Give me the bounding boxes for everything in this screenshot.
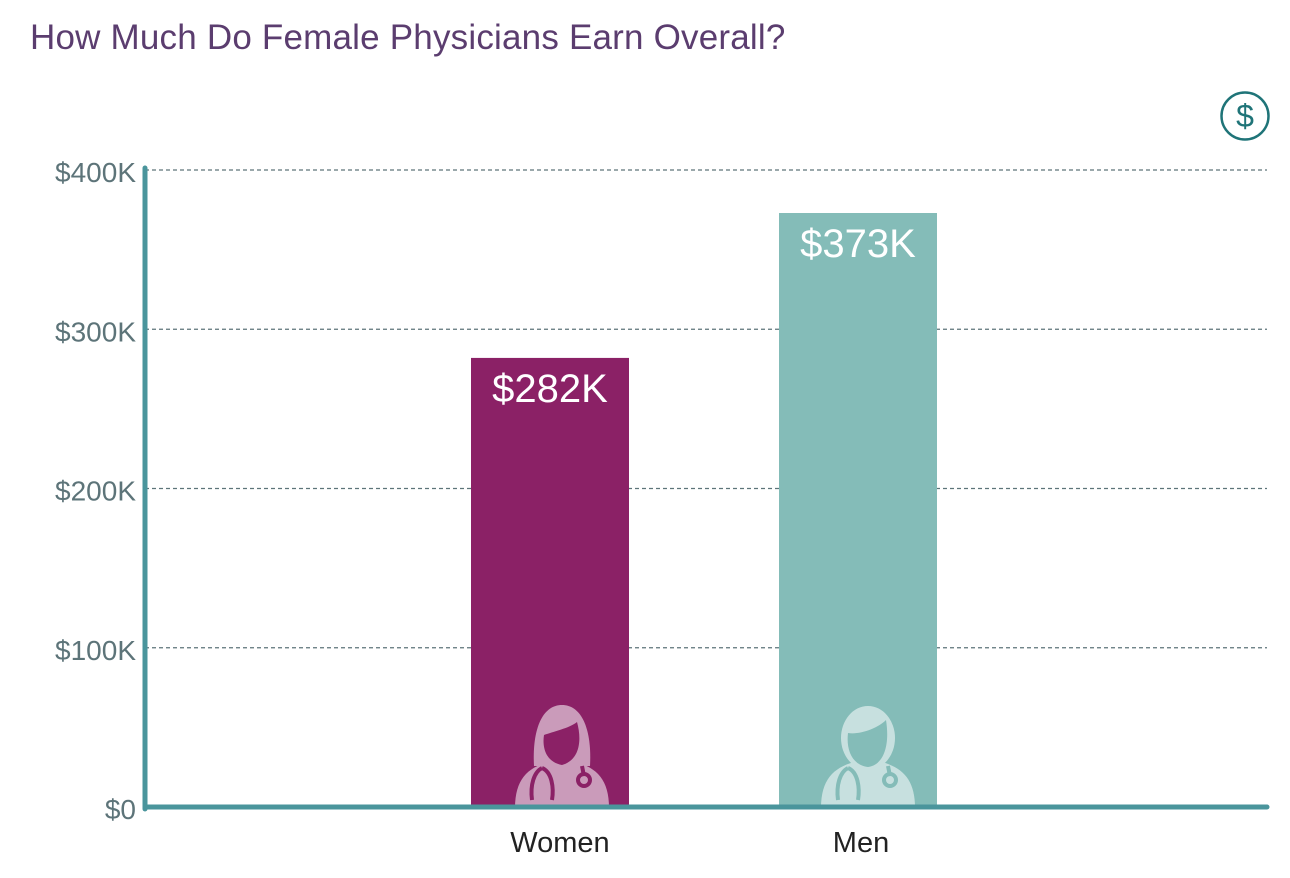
icon-face xyxy=(847,720,888,767)
data-label: $373K xyxy=(800,222,916,266)
data-label: $282K xyxy=(492,367,608,411)
y-tick-label: $400K xyxy=(55,157,136,188)
y-tick-label: $300K xyxy=(55,316,136,347)
y-tick-label: $200K xyxy=(55,476,136,507)
x-tick-label: Women xyxy=(510,827,609,859)
icon-stethoscope xyxy=(882,772,898,788)
dollar-circle-icon: $ xyxy=(1220,91,1270,141)
bar-men xyxy=(779,212,937,807)
y-tick-label: $100K xyxy=(55,635,136,666)
female-doctor-icon xyxy=(515,705,609,808)
male-doctor-icon xyxy=(821,706,915,808)
icon-stethoscope xyxy=(529,766,555,801)
chart-title: How Much Do Female Physicians Earn Overa… xyxy=(30,18,786,57)
icon-stethoscope xyxy=(835,766,861,801)
y-tick-label: $0 xyxy=(105,794,136,825)
icon-face xyxy=(543,722,580,765)
svg-text:$: $ xyxy=(1236,98,1254,134)
icon-stethoscope xyxy=(576,772,592,788)
x-tick-label: Men xyxy=(833,827,889,859)
